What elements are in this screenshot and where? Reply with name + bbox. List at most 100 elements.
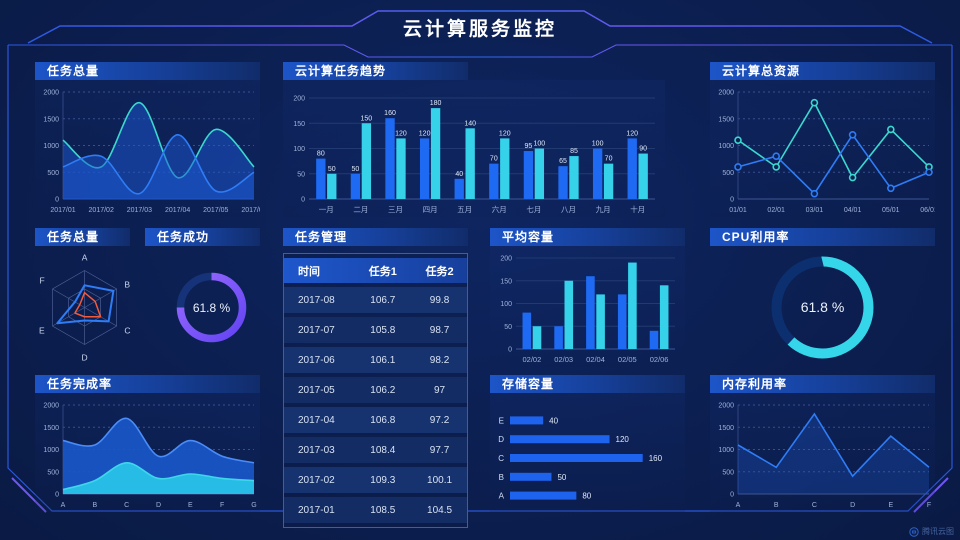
cell-value: 104.5 bbox=[427, 504, 453, 516]
avg-capacity-bar-chart: 0 50 100 150 200 02/02 02/03 02/04 02/05 02/06 bbox=[490, 246, 685, 367]
column-header: 任务2 bbox=[425, 265, 454, 278]
task-total-area-chart: 0 500 1000 1500 2000 2017/01 2017/02 2017/03 201… bbox=[35, 80, 260, 217]
cell-value: 99.8 bbox=[429, 294, 450, 306]
svg-text:180: 180 bbox=[430, 100, 442, 107]
svg-text:2000: 2000 bbox=[43, 403, 59, 410]
svg-text:61.8 %: 61.8 % bbox=[193, 301, 231, 315]
svg-text:90: 90 bbox=[639, 146, 647, 153]
svg-text:160: 160 bbox=[384, 110, 396, 117]
svg-text:2017/04: 2017/04 bbox=[165, 207, 190, 214]
svg-text:120: 120 bbox=[419, 130, 431, 137]
svg-text:02/01: 02/01 bbox=[767, 207, 785, 214]
svg-text:120: 120 bbox=[499, 130, 511, 137]
cell-value: 105.8 bbox=[370, 324, 396, 336]
svg-text:61.8 %: 61.8 % bbox=[801, 299, 845, 315]
cell-value: 106.1 bbox=[370, 354, 396, 366]
tencent-cloud-logo-icon bbox=[909, 526, 919, 537]
svg-text:0: 0 bbox=[301, 197, 305, 204]
svg-text:1000: 1000 bbox=[43, 447, 59, 454]
svg-text:B: B bbox=[92, 502, 97, 509]
panel-task-completion: 任务完成率 0 500 1000 1500 2000 A B C D E F G bbox=[35, 375, 260, 512]
svg-text:04/01: 04/01 bbox=[844, 207, 862, 214]
panel-task-manage: 任务管理 时间 任务1 任务2 2017-08 106.7 99.8 2017-07 105… bbox=[283, 228, 468, 528]
task-table-wrap: 时间 任务1 任务2 2017-08 106.7 99.8 2017-07 105.8 98.… bbox=[283, 253, 468, 528]
svg-text:1500: 1500 bbox=[718, 116, 734, 123]
svg-text:2000: 2000 bbox=[43, 90, 59, 97]
panel-memory-util: 内存利用率 0 500 1000 1500 2000 A B C D E F bbox=[710, 375, 935, 512]
svg-text:500: 500 bbox=[722, 469, 734, 476]
task-success-donut-chart: 61.8 % bbox=[145, 246, 260, 367]
svg-text:50: 50 bbox=[328, 166, 336, 173]
cell-time: 2017-04 bbox=[298, 414, 335, 426]
svg-text:80: 80 bbox=[582, 492, 591, 501]
svg-text:D: D bbox=[156, 502, 161, 509]
svg-text:140: 140 bbox=[464, 120, 476, 127]
svg-text:E: E bbox=[888, 502, 893, 509]
table-row: 2017-04 106.8 97.2 bbox=[284, 407, 467, 433]
table-row: 2017-03 108.4 97.7 bbox=[284, 437, 467, 463]
svg-text:500: 500 bbox=[47, 469, 59, 476]
svg-text:G: G bbox=[251, 502, 256, 509]
svg-text:A: A bbox=[61, 502, 66, 509]
panel-avg-capacity: 平均容量 0 50 100 150 200 02/02 02/03 02/04 02/05 02/… bbox=[490, 228, 685, 367]
svg-text:95: 95 bbox=[525, 143, 533, 150]
svg-text:70: 70 bbox=[490, 156, 498, 163]
svg-text:80: 80 bbox=[317, 151, 325, 158]
panel-title-memory-util: 内存利用率 bbox=[710, 375, 935, 393]
svg-text:A: A bbox=[736, 502, 741, 509]
svg-text:500: 500 bbox=[722, 170, 734, 177]
cell-value: 97 bbox=[433, 384, 446, 396]
svg-text:500: 500 bbox=[47, 170, 59, 177]
panel-title-task-success: 任务成功 bbox=[145, 228, 260, 246]
cloud-task-trend-bar-chart: 0 50 100 150 200 一月 二月 三月 四月 五月 六月 七月 八月 九月 十月 80 50 160 1… bbox=[283, 80, 665, 217]
panel-cloud-total-resource: 云计算总资源 0 500 1000 1500 2000 01/01 02/01 03/01 04… bbox=[710, 62, 935, 217]
svg-text:2000: 2000 bbox=[718, 90, 734, 97]
svg-text:50: 50 bbox=[504, 324, 512, 331]
panel-title-task-manage: 任务管理 bbox=[283, 228, 468, 246]
svg-text:E: E bbox=[188, 502, 193, 509]
panel-title-cpu-util: CPU利用率 bbox=[710, 228, 935, 246]
storage-hbar-chart: E 40 D 120 C 160 B 50 A 80 bbox=[490, 393, 685, 512]
svg-text:四月: 四月 bbox=[423, 205, 438, 214]
svg-text:100: 100 bbox=[293, 146, 305, 153]
svg-text:0: 0 bbox=[508, 347, 512, 354]
panel-task-success: 任务成功 61.8 % bbox=[145, 228, 260, 367]
svg-text:1000: 1000 bbox=[718, 447, 734, 454]
svg-text:D: D bbox=[81, 353, 87, 363]
svg-text:E: E bbox=[39, 326, 45, 336]
cell-value: 100.1 bbox=[427, 474, 453, 486]
svg-text:八月: 八月 bbox=[561, 205, 576, 214]
svg-text:1000: 1000 bbox=[43, 143, 59, 150]
svg-text:D: D bbox=[498, 435, 504, 444]
svg-text:02/06: 02/06 bbox=[650, 355, 669, 364]
watermark-label: 腾讯云图 bbox=[922, 527, 954, 536]
cell-value: 106.8 bbox=[370, 414, 396, 426]
svg-text:0: 0 bbox=[730, 492, 734, 499]
svg-text:50: 50 bbox=[297, 171, 305, 178]
svg-text:02/02: 02/02 bbox=[523, 355, 542, 364]
svg-text:C: C bbox=[812, 502, 817, 509]
svg-text:B: B bbox=[124, 280, 130, 290]
cell-time: 2017-06 bbox=[298, 354, 335, 366]
svg-text:1000: 1000 bbox=[718, 143, 734, 150]
svg-text:六月: 六月 bbox=[492, 204, 507, 214]
task-completion-area-chart: 0 500 1000 1500 2000 A B C D E F G bbox=[35, 393, 260, 512]
table-row: 2017-08 106.7 99.8 bbox=[284, 287, 467, 313]
svg-text:F: F bbox=[40, 276, 45, 286]
panel-cloud-task-trend: 云计算任务趋势 0 50 100 150 200 一月 二月 三月 四月 五月 六月 七月 八月 九月 十月… bbox=[283, 62, 665, 217]
svg-text:一月: 一月 bbox=[319, 205, 334, 214]
table-row: 2017-05 106.2 97 bbox=[284, 377, 467, 403]
svg-text:C: C bbox=[498, 454, 504, 463]
svg-text:2017/02: 2017/02 bbox=[89, 207, 114, 214]
cell-value: 108.4 bbox=[370, 444, 396, 456]
svg-text:50: 50 bbox=[557, 473, 566, 482]
svg-text:2000: 2000 bbox=[718, 403, 734, 410]
column-header: 时间 bbox=[298, 265, 320, 278]
svg-text:九月: 九月 bbox=[596, 205, 611, 214]
svg-text:100: 100 bbox=[534, 141, 546, 148]
svg-text:0: 0 bbox=[55, 197, 59, 204]
panel-title-storage: 存储容量 bbox=[490, 375, 685, 393]
svg-text:F: F bbox=[927, 502, 931, 509]
svg-text:65: 65 bbox=[559, 158, 567, 165]
